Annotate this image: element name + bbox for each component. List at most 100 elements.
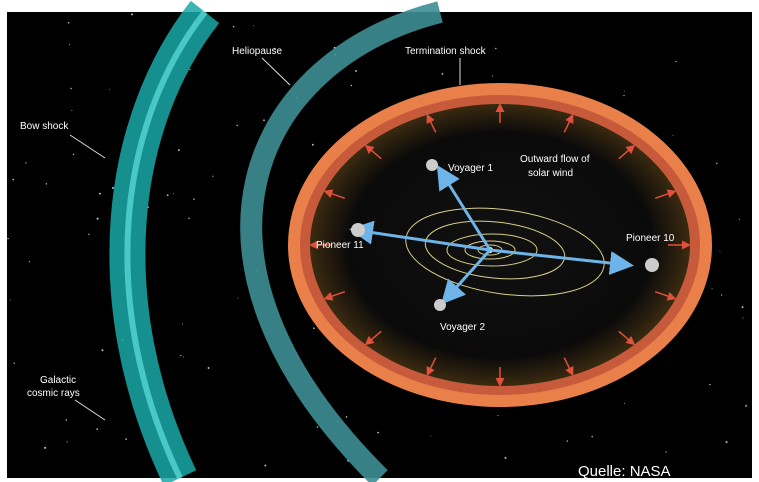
star xyxy=(147,206,150,208)
star xyxy=(44,446,47,449)
wind-arrow xyxy=(364,330,382,346)
star xyxy=(177,149,180,152)
label-voyager-1: Voyager 1 xyxy=(448,163,493,174)
star xyxy=(212,175,214,177)
label-bow-shock: Bow shock xyxy=(20,121,69,132)
label-termination-shock: Termination shock xyxy=(405,46,487,57)
star xyxy=(189,68,191,71)
wind-arrow xyxy=(426,357,437,377)
star xyxy=(741,306,744,309)
star xyxy=(720,294,723,296)
star xyxy=(28,260,31,263)
wind-arrow xyxy=(426,113,437,133)
star xyxy=(173,193,175,195)
star xyxy=(166,194,169,197)
star xyxy=(98,192,101,195)
pointer-lines xyxy=(69,57,461,421)
star xyxy=(183,356,185,358)
wind-arrow xyxy=(618,144,636,160)
star xyxy=(311,143,314,146)
star xyxy=(13,362,15,364)
star xyxy=(88,233,90,236)
bow-shock-edge xyxy=(124,10,208,480)
star xyxy=(441,73,444,75)
star xyxy=(252,25,254,27)
star xyxy=(232,25,235,28)
wind-arrow xyxy=(654,290,677,301)
star xyxy=(711,288,713,290)
star xyxy=(738,218,740,220)
star xyxy=(65,419,68,421)
star xyxy=(68,44,71,46)
star xyxy=(350,84,353,87)
star xyxy=(237,297,239,299)
star xyxy=(188,217,190,219)
star xyxy=(181,323,183,325)
heliopause-band xyxy=(240,1,443,482)
star xyxy=(7,237,9,240)
star xyxy=(101,349,104,352)
label-pioneer-10: Pioneer 10 xyxy=(626,233,675,244)
star xyxy=(125,438,128,440)
star xyxy=(180,354,182,357)
star xyxy=(96,428,99,431)
star xyxy=(716,162,718,165)
star xyxy=(12,178,15,181)
star xyxy=(25,162,27,164)
star xyxy=(193,198,195,200)
wind-arrow xyxy=(364,144,382,160)
star xyxy=(96,217,99,220)
star xyxy=(67,21,70,24)
star xyxy=(316,426,319,428)
wind-arrow xyxy=(618,330,636,346)
star xyxy=(709,383,711,386)
star xyxy=(72,153,75,156)
star xyxy=(45,183,48,185)
star xyxy=(430,435,432,437)
label-solar-wind: solar wind xyxy=(528,168,573,179)
spacecraft xyxy=(351,159,659,311)
star xyxy=(491,75,493,77)
star xyxy=(264,464,267,467)
star xyxy=(131,13,134,16)
star xyxy=(355,69,358,72)
wind-arrow xyxy=(323,290,346,301)
wind-arrow xyxy=(563,357,574,377)
wind-arrow xyxy=(563,113,574,133)
label-heliopause: Heliopause xyxy=(232,46,282,57)
label-pioneer-11: Pioneer 11 xyxy=(316,240,364,251)
star xyxy=(745,404,748,407)
label-voyager-2: Voyager 2 xyxy=(440,322,485,333)
label-cosmic-rays: Galactic xyxy=(40,375,76,386)
star xyxy=(566,440,569,442)
star xyxy=(665,451,667,453)
star xyxy=(66,441,68,443)
star xyxy=(719,250,721,252)
star xyxy=(377,431,380,434)
star xyxy=(623,90,625,92)
star xyxy=(71,109,73,111)
wind-arrow xyxy=(323,189,346,200)
label-solar-wind: Outward flow of xyxy=(520,154,590,165)
star xyxy=(263,119,265,122)
star xyxy=(725,441,728,444)
star xyxy=(742,317,744,319)
star xyxy=(623,94,625,97)
star xyxy=(108,88,110,90)
star xyxy=(273,47,276,50)
star xyxy=(70,87,72,90)
star xyxy=(313,327,315,330)
star xyxy=(672,135,674,136)
star xyxy=(591,435,593,438)
star xyxy=(623,402,625,404)
star xyxy=(345,416,348,418)
star xyxy=(470,52,472,54)
star xyxy=(10,299,12,301)
trajectories xyxy=(349,164,634,305)
label-cosmic-rays: cosmic rays xyxy=(27,388,80,399)
solar-wind-arrows xyxy=(309,103,691,387)
star xyxy=(495,47,497,50)
heliosphere-interior xyxy=(310,104,690,386)
